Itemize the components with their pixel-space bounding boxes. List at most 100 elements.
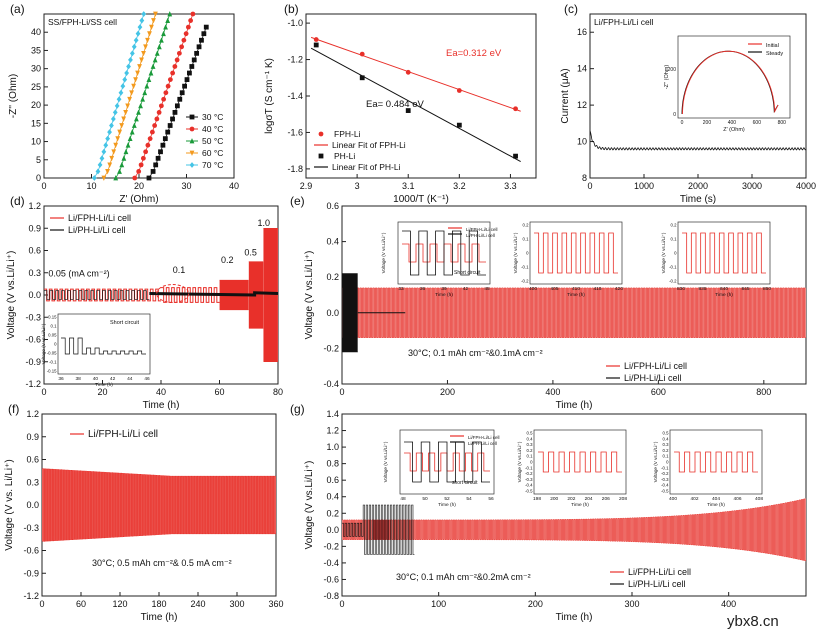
data-point	[177, 96, 183, 102]
inset-y-tick: -0.4	[525, 483, 533, 488]
data-point	[147, 31, 152, 37]
inset-y-tick: 0.4	[527, 436, 534, 441]
legend-label: Li/FPH-Li/Li cell	[468, 435, 500, 440]
inset-x-tick: 36	[420, 286, 426, 292]
inset-y-tick: 0.4	[663, 436, 670, 441]
series-2	[113, 11, 173, 181]
panel-b: 2.9 3 3.1 3.2 3.3 -1.0 -1.2 -1.4 -1.6 -1.8 1000/T …	[264, 2, 537, 205]
data-point	[110, 116, 116, 122]
inset-y-tick: -0.1	[669, 265, 677, 270]
inset-x-label: Time (h)	[435, 292, 453, 298]
y-tick-label: -1.2	[287, 55, 303, 65]
data-point	[137, 64, 142, 70]
x-tick-label: 200	[528, 599, 543, 609]
data-point	[133, 116, 139, 122]
data-point	[125, 142, 131, 148]
watermark: ybx8.cn	[727, 613, 779, 630]
legend-label: 70 °C	[202, 160, 223, 170]
y-tick-label: -0.2	[323, 343, 339, 353]
inset-y-tick: 0.2	[527, 448, 534, 453]
condition-text: 30°C; 0.1 mAh cm⁻²&0.2mA cm⁻²	[396, 572, 531, 582]
inset-x-tick: 0	[681, 120, 684, 126]
y-tick-label: 0.0	[326, 525, 339, 535]
data-point	[123, 110, 129, 116]
inset-y-label: Voltage (V vs.Li/Li⁺)	[383, 441, 388, 482]
data-point	[120, 83, 126, 90]
series-0	[310, 36, 521, 112]
data-point	[185, 24, 191, 30]
data-point	[115, 136, 121, 142]
inset-2: 400 405 410 415 420 0.2 0.1 0 -0.1 -0.2 Time (h) Vo…	[513, 221, 623, 298]
panel-letter: (d)	[10, 194, 25, 208]
voltage-wave	[263, 227, 278, 363]
data-point	[172, 110, 178, 115]
y-tick-label: -0.9	[25, 357, 41, 367]
data-point	[95, 168, 101, 175]
inset-y-label: Voltage (V vs.Li/Li⁺)	[41, 323, 46, 364]
inset-wave	[402, 230, 486, 276]
y-tick-label: 0.3	[26, 477, 39, 487]
inset-x-tick: 830	[677, 286, 685, 292]
data-point	[141, 11, 147, 17]
inset-y-tick: -0.3	[525, 477, 533, 482]
y-tick-label: -1.6	[287, 127, 303, 137]
legend-label: Steady	[766, 51, 783, 57]
x-axis-label: Time (h)	[556, 400, 593, 411]
y-tick-label: 8	[582, 173, 587, 183]
inset-y-tick: -0.5	[661, 489, 669, 494]
inset-wave	[61, 337, 146, 355]
series-3	[101, 11, 158, 181]
x-axis-label: 1000/T (K⁻¹)	[393, 194, 449, 205]
data-point	[196, 44, 202, 50]
data-point	[137, 24, 143, 31]
inset-x-tick: 46	[144, 376, 150, 382]
legend-label: Linear Fit of PH-Li	[332, 162, 401, 172]
y-tick-label: 5	[36, 155, 41, 165]
data-point	[513, 106, 518, 112]
data-point	[139, 17, 145, 24]
data-point	[191, 57, 197, 63]
series-1	[132, 11, 196, 181]
data-point	[163, 90, 169, 96]
data-point	[158, 149, 163, 155]
data-point	[159, 37, 164, 43]
data-point	[150, 169, 156, 174]
voltage-wave	[342, 273, 358, 353]
inset-annotation: short circuit	[452, 480, 478, 486]
inset-x-tick: 33	[398, 286, 404, 292]
data-point	[107, 162, 113, 168]
inset-y-label: Voltage (V vs.Li/Li⁺)	[653, 441, 658, 482]
condition-text: 30°C; 0.5 mAh cm⁻²& 0.5 mA cm⁻²	[92, 558, 232, 568]
y-tick-label: 20	[31, 100, 41, 110]
data-point	[176, 50, 182, 56]
data-point	[405, 108, 411, 113]
data-point	[147, 136, 153, 142]
data-point	[161, 30, 166, 37]
annotation: Ea= 0.484 eV	[366, 99, 425, 110]
data-point	[156, 43, 162, 50]
data-point	[154, 50, 160, 56]
data-point	[114, 102, 120, 109]
data-point	[194, 50, 200, 56]
data-point	[359, 51, 365, 57]
panel-letter: (f)	[8, 402, 19, 416]
voltage-trace	[44, 290, 150, 300]
y-tick-label: -0.3	[23, 523, 39, 533]
inset-y-tick: 0.3	[527, 442, 534, 447]
x-tick-label: 60	[76, 599, 86, 609]
data-point	[127, 96, 133, 103]
legend: Li/FPH-Li/Li cell Li/PH-Li/Li cell	[50, 213, 131, 235]
inset-y-tick: 200	[668, 67, 677, 73]
data-point	[111, 149, 117, 155]
data-point	[161, 96, 167, 102]
inset-y-tick: -0.5	[525, 489, 533, 494]
data-point	[154, 116, 160, 122]
inset-y-tick: 0	[673, 112, 676, 118]
inset-x-tick: 415	[593, 286, 601, 292]
data-point	[112, 109, 118, 116]
chart-title: Li/FPH-Li/Li cell	[594, 17, 654, 27]
data-point	[151, 18, 156, 24]
data-point	[113, 175, 119, 181]
data-point	[162, 136, 168, 142]
